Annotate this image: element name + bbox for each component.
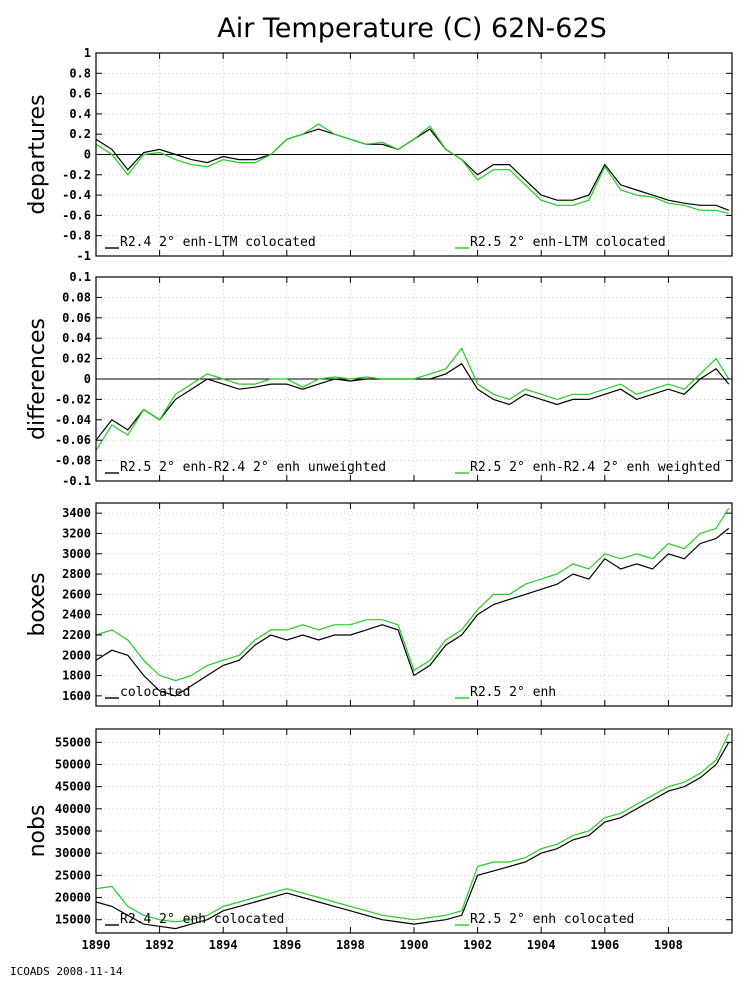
legend-label: R2.5 2° enh-R2.4 2° enh weighted (470, 460, 720, 475)
y-axis-label: departures (25, 94, 50, 214)
y-tick-label: -0.6 (62, 208, 91, 222)
y-tick-label: 0.6 (69, 87, 91, 101)
series-line-black (96, 364, 729, 441)
y-tick-label: 45000 (55, 780, 91, 794)
y-tick-label: -0.1 (62, 474, 91, 488)
y-tick-label: 3200 (62, 526, 91, 540)
x-tick-label: 1908 (654, 938, 683, 952)
y-axis-label: boxes (25, 572, 50, 636)
x-tick-label: 1892 (145, 938, 174, 952)
y-tick-label: 0.8 (69, 66, 91, 80)
y-tick-label: 2400 (62, 608, 91, 622)
panel-boxes: 1600 1800 2000 2200 2400 2600 2800 3000 3200 3400… (25, 503, 732, 706)
series-line-black (96, 129, 729, 210)
y-tick-label: 0.1 (69, 270, 91, 284)
y-tick-label: -0.08 (55, 454, 91, 468)
x-tick-label: 1904 (527, 938, 556, 952)
y-tick-label: -0.02 (55, 392, 91, 406)
y-tick-label: 20000 (55, 891, 91, 905)
y-tick-label: 15000 (55, 913, 91, 927)
legend-label: R2.4 2° enh-LTM colocated (120, 235, 316, 250)
y-tick-label: 1600 (62, 689, 91, 703)
y-tick-label: -0.2 (62, 168, 91, 182)
y-tick-label: 25000 (55, 868, 91, 882)
legend-label: R2.5 2° enh colocated (470, 912, 634, 927)
x-tick-label: 1894 (209, 938, 238, 952)
y-tick-label: 2200 (62, 628, 91, 642)
y-tick-label: 35000 (55, 824, 91, 838)
y-axis-label: nobs (25, 805, 50, 858)
panels: -1 -0.8 -0.6 -0.4 -0.2 0 0.2 0.4 0.6 0.8 1 departur… (25, 46, 732, 952)
x-tick-label: 1902 (463, 938, 492, 952)
y-tick-label: -0.06 (55, 433, 91, 447)
y-tick-label: 40000 (55, 802, 91, 816)
y-tick-label: -0.4 (62, 188, 91, 202)
y-tick-label: -0.04 (55, 413, 91, 427)
y-tick-label: 0.4 (69, 107, 91, 121)
y-tick-label: 1 (84, 46, 91, 60)
y-tick-label: 0.08 (62, 290, 91, 304)
panel-departures: -1 -0.8 -0.6 -0.4 -0.2 0 0.2 0.4 0.6 0.8 1 departur… (25, 46, 732, 263)
legend-label: colocated (120, 685, 190, 700)
y-tick-label: 0.04 (62, 331, 91, 345)
y-tick-label: 0 (84, 372, 91, 386)
y-tick-label: 0.06 (62, 311, 91, 325)
y-tick-label: 50000 (55, 757, 91, 771)
x-tick-label: 1900 (400, 938, 429, 952)
y-tick-label: 55000 (55, 735, 91, 749)
y-tick-label: 1800 (62, 669, 91, 683)
legend-label: R2.4 2° enh colocated (120, 912, 284, 927)
y-tick-label: 0.02 (62, 352, 91, 366)
series-line-green (96, 124, 729, 213)
y-tick-label: 2800 (62, 567, 91, 581)
x-tick-label: 1890 (82, 938, 111, 952)
x-tick-label: 1896 (272, 938, 301, 952)
y-tick-label: 2000 (62, 648, 91, 662)
y-tick-label: -1 (77, 249, 91, 263)
footer-text: ICOADS 2008-11-14 (10, 965, 123, 978)
y-tick-label: 30000 (55, 846, 91, 860)
chart-title: Air Temperature (C) 62N-62S (217, 13, 607, 44)
y-tick-label: 3400 (62, 506, 91, 520)
legend-label: R2.5 2° enh-R2.4 2° enh unweighted (120, 460, 386, 475)
y-axis-label: differences (25, 318, 50, 440)
y-tick-label: 2600 (62, 587, 91, 601)
series-line-black (96, 742, 729, 928)
y-tick-label: 0 (84, 148, 91, 162)
x-tick-label: 1906 (590, 938, 619, 952)
y-tick-label: -0.8 (62, 229, 91, 243)
x-tick-label: 1898 (336, 938, 365, 952)
panel-differences: -0.1 -0.08 -0.06 -0.04 -0.02 0 0.02 0.04 0.06 0.0… (25, 270, 732, 488)
y-tick-label: 0.2 (69, 127, 91, 141)
y-tick-label: 3000 (62, 547, 91, 561)
legend-label: R2.5 2° enh-LTM colocated (470, 235, 666, 250)
legend-label: R2.5 2° enh (470, 685, 556, 700)
panel-nobs: 15000 20000 25000 30000 35000 40000 45000 50000… (25, 729, 732, 952)
series-line-green (96, 733, 729, 922)
